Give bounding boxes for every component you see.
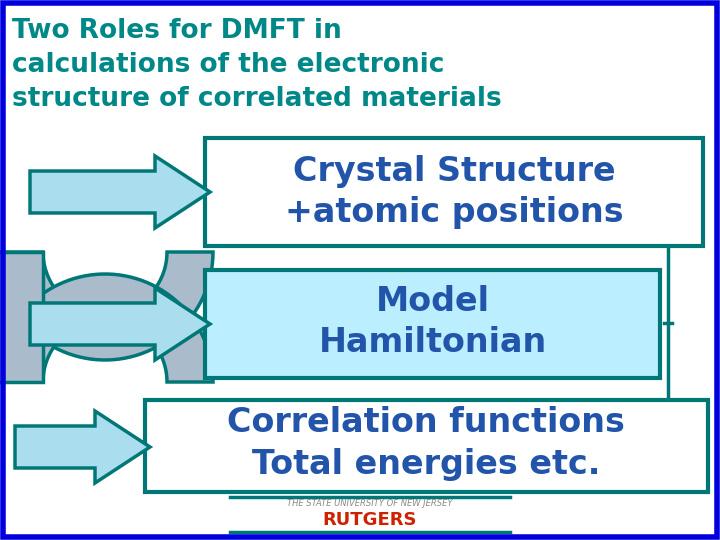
Polygon shape (30, 156, 210, 228)
Text: Correlation functions: Correlation functions (227, 406, 625, 439)
Text: RUTGERS: RUTGERS (323, 511, 418, 529)
Text: calculations of the electronic: calculations of the electronic (12, 52, 444, 78)
Text: Two Roles for DMFT in: Two Roles for DMFT in (12, 18, 342, 44)
Text: Crystal Structure: Crystal Structure (293, 155, 616, 188)
Polygon shape (15, 411, 150, 483)
Polygon shape (0, 252, 213, 360)
Text: +atomic positions: +atomic positions (284, 196, 624, 229)
Text: structure of correlated materials: structure of correlated materials (12, 86, 502, 112)
Text: THE STATE UNIVERSITY OF NEW JERSEY: THE STATE UNIVERSITY OF NEW JERSEY (287, 499, 453, 508)
Polygon shape (0, 274, 213, 382)
FancyBboxPatch shape (145, 400, 708, 492)
FancyBboxPatch shape (205, 270, 660, 378)
FancyBboxPatch shape (205, 138, 703, 246)
Polygon shape (30, 288, 210, 360)
Text: Hamiltonian: Hamiltonian (319, 326, 547, 359)
Text: Total energies etc.: Total energies etc. (252, 448, 600, 481)
Polygon shape (0, 252, 43, 382)
Text: Model: Model (376, 285, 490, 318)
